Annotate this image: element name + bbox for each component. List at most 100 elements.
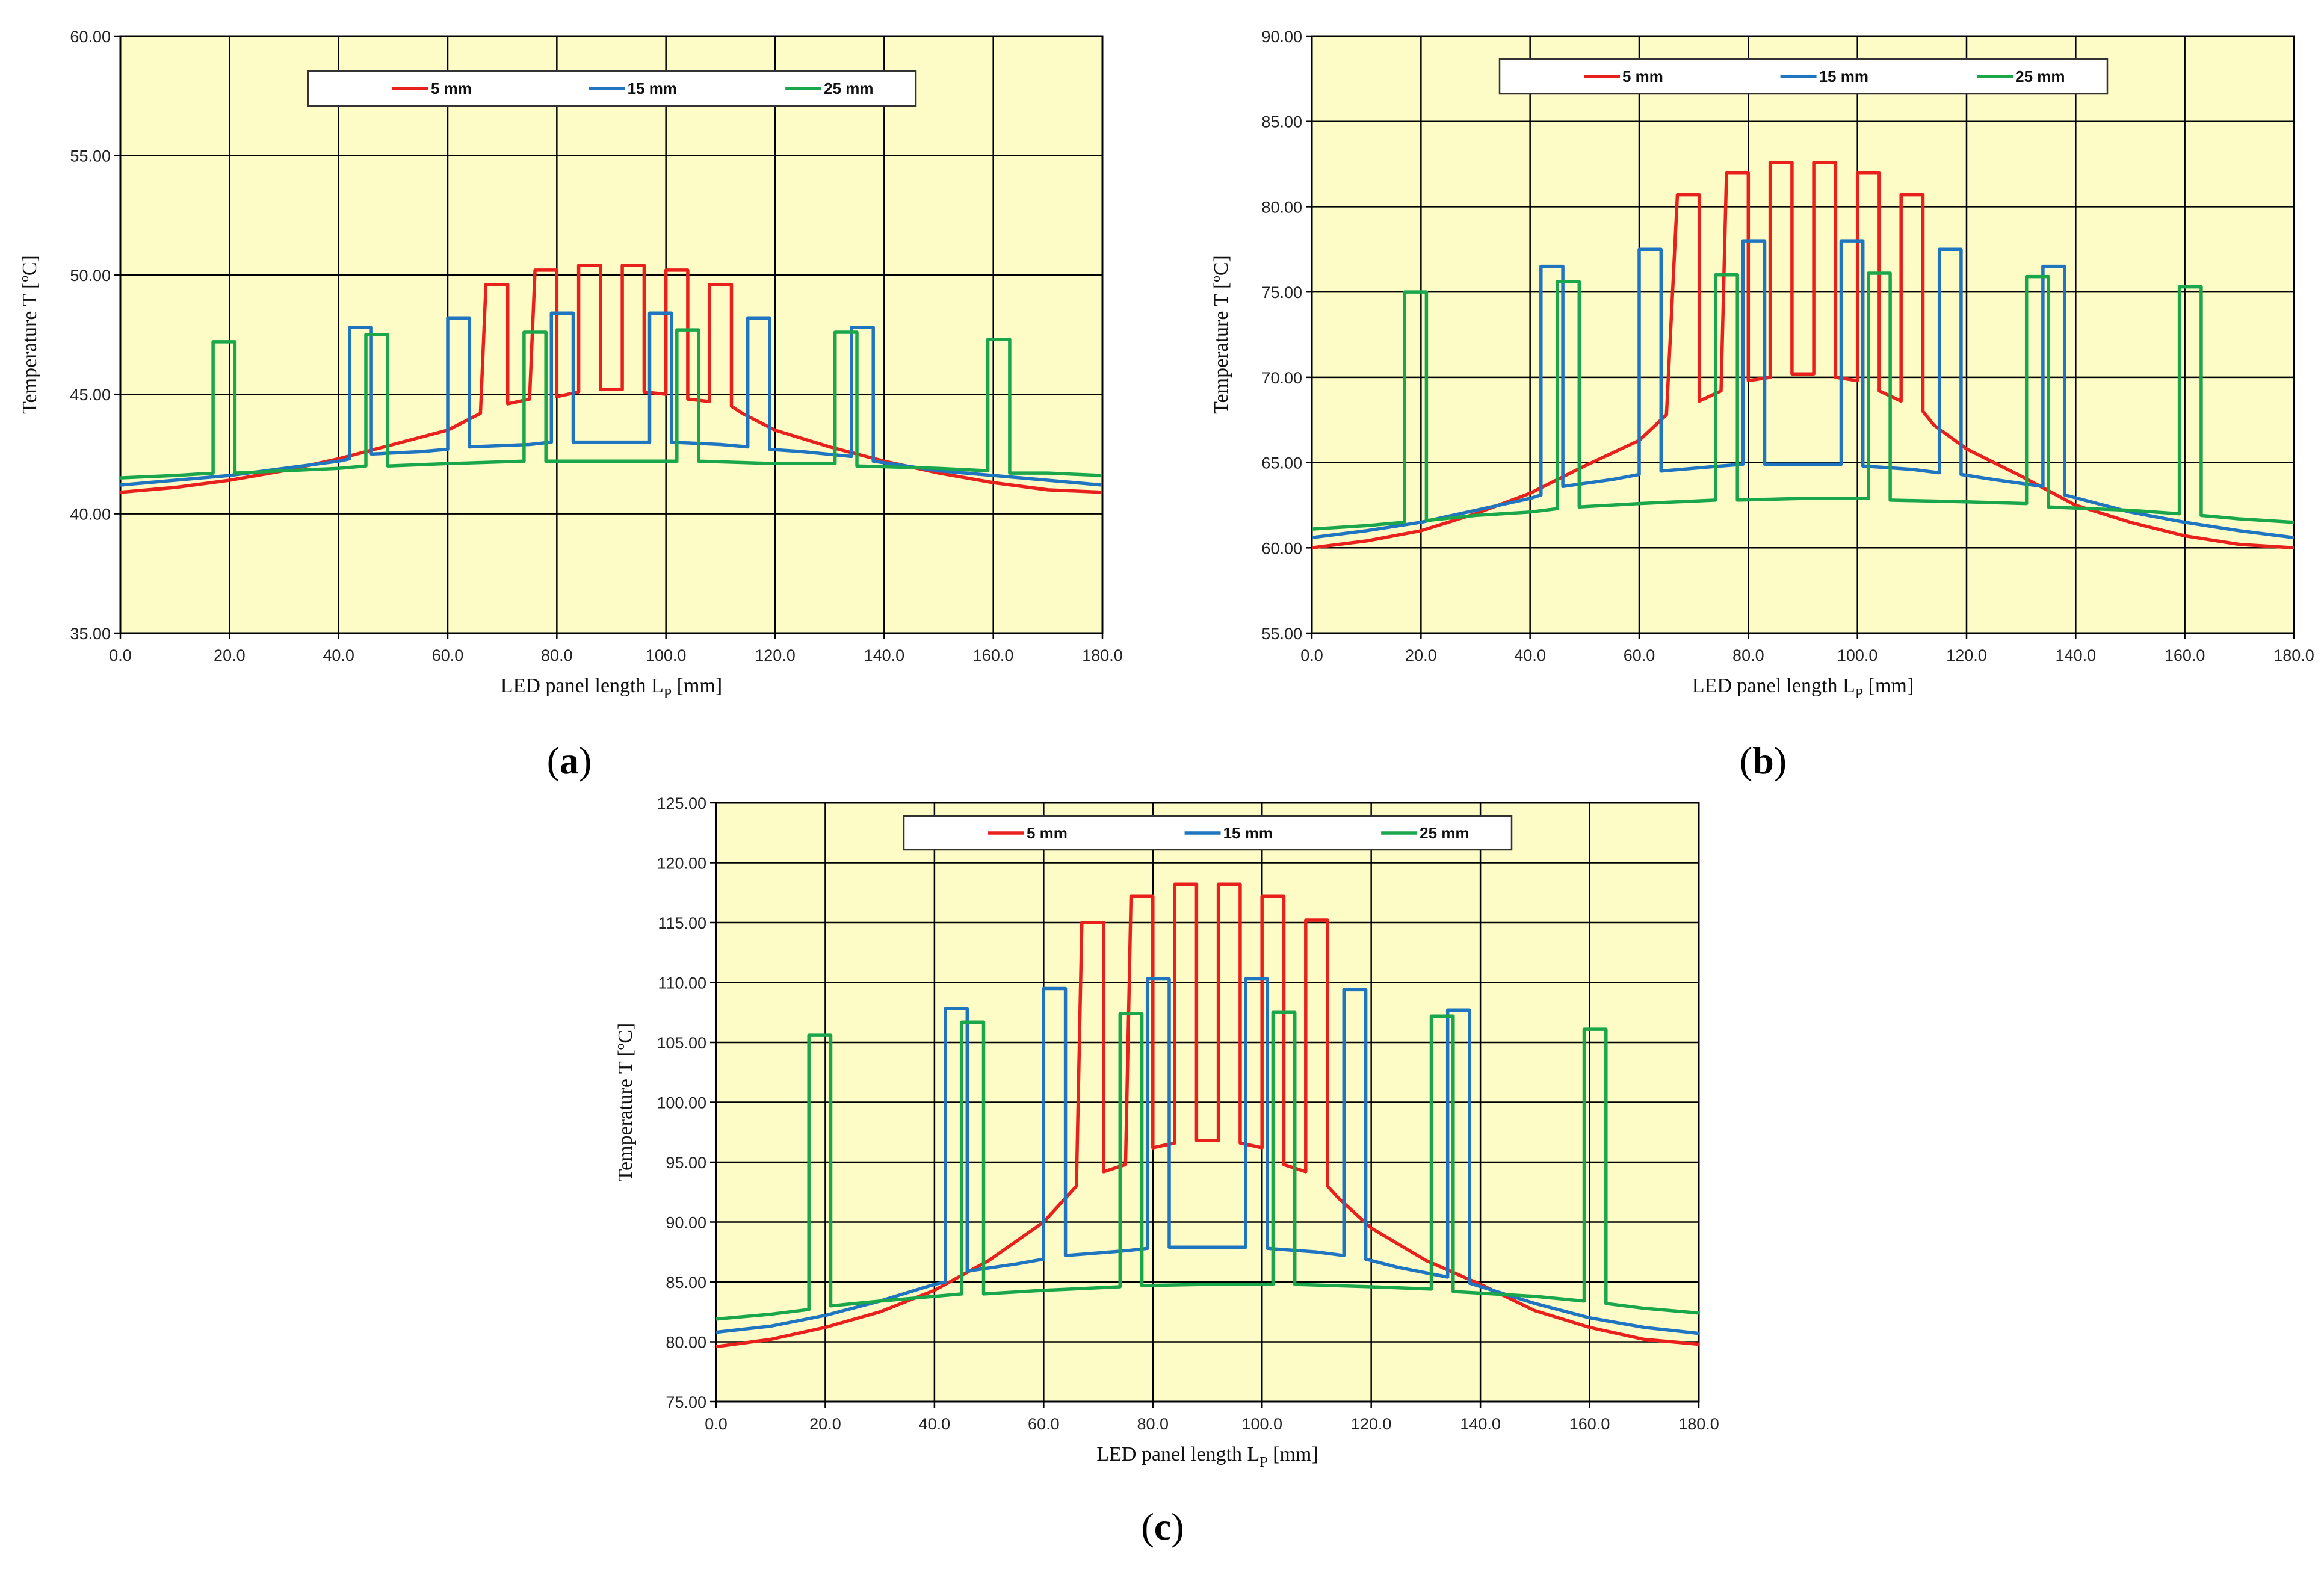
x-axis-title-subscript: P	[1259, 1455, 1267, 1470]
x-tick-label: 100.0	[1837, 646, 1878, 664]
legend-label: 15 mm	[1223, 824, 1273, 842]
y-tick-label: 95.00	[666, 1154, 706, 1172]
legend-label: 25 mm	[2015, 67, 2065, 85]
y-tick-label: 100.00	[657, 1094, 706, 1112]
y-tick-label: 90.00	[666, 1214, 706, 1232]
panel-label-open: (	[1141, 1505, 1154, 1548]
series-line-15-mm	[120, 311, 1102, 487]
y-tick-label: 90.00	[1261, 28, 1302, 46]
chart-panel-c: 0.0 20.0 40.0 60.0 80.0 100.0 120.0 140.0 160.0 1…	[614, 794, 1719, 1470]
series-line-25-mm	[1312, 271, 2294, 531]
x-axis-title: LED panel length LP [mm]	[501, 675, 722, 702]
x-tick-label: 0.0	[1300, 646, 1323, 664]
x-tick-label: 120.0	[755, 646, 796, 664]
panel-label-letter: a	[560, 739, 579, 782]
x-tick-label: 40.0	[919, 1415, 951, 1433]
y-tick-label: 55.00	[1261, 625, 1302, 643]
legend-label: 15 mm	[628, 79, 677, 97]
y-tick-label: 120.00	[657, 855, 706, 873]
x-axis-title-subscript: P	[1855, 686, 1863, 702]
x-axis-title-subscript: P	[664, 686, 672, 702]
x-tick-label: 100.0	[646, 646, 687, 664]
y-tick-label: 75.00	[1261, 283, 1302, 302]
x-tick-label: 80.0	[1137, 1415, 1169, 1433]
panel-label: (b)	[1740, 739, 1787, 782]
legend-label: 15 mm	[1819, 67, 1868, 85]
y-tick-label: 55.00	[70, 147, 111, 165]
y-tick-label: 115.00	[658, 914, 706, 932]
plot-border	[119, 35, 1104, 634]
x-tick-label: 20.0	[214, 646, 246, 664]
y-tick-label: 40.00	[70, 506, 111, 524]
y-tick-label: 50.00	[70, 267, 111, 285]
y-tick-label: 110.00	[658, 974, 706, 992]
x-tick-label: 120.0	[1351, 1415, 1392, 1433]
panel-label-letter: c	[1154, 1505, 1171, 1548]
x-axis-title-unit: [mm]	[1268, 1443, 1318, 1465]
series-line-15-mm	[716, 977, 1699, 1335]
x-tick-label: 140.0	[1460, 1415, 1501, 1433]
x-tick-label: 80.0	[1732, 646, 1764, 664]
y-tick-label: 60.00	[1261, 539, 1302, 557]
series-line-5-mm	[120, 264, 1102, 494]
series-line-15-mm	[1312, 239, 2294, 540]
x-tick-label: 60.0	[1624, 646, 1655, 664]
x-tick-label: 160.0	[2165, 646, 2205, 664]
x-tick-label: 80.0	[541, 646, 573, 664]
y-axis-title: Temperature T [ºC]	[19, 255, 41, 414]
legend-label: 25 mm	[824, 79, 873, 97]
panel-label-open: (	[1740, 739, 1752, 782]
x-tick-label: 140.0	[864, 646, 905, 664]
y-axis-title: Temperature T [ºC]	[1210, 255, 1232, 414]
x-axis-title-main: LED panel length L	[501, 675, 664, 697]
series-line-25-mm	[120, 328, 1102, 480]
x-axis-title-unit: [mm]	[1863, 675, 1914, 697]
x-axis-title: LED panel length LP [mm]	[1096, 1443, 1318, 1470]
panel-label-letter: b	[1752, 739, 1774, 782]
y-tick-label: 35.00	[70, 625, 111, 643]
legend-label: 5 mm	[1622, 67, 1663, 85]
x-axis-title-unit: [mm]	[672, 675, 722, 697]
panel-label-close: )	[579, 739, 592, 782]
plot-border	[1311, 35, 2295, 634]
series-line-5-mm	[716, 882, 1699, 1349]
x-tick-label: 180.0	[1082, 646, 1123, 664]
y-axis-title: Temperature T [ºC]	[614, 1023, 637, 1182]
panel-label-close: )	[1774, 739, 1787, 782]
series-line-5-mm	[1312, 160, 2294, 550]
plot-area	[1312, 36, 2294, 633]
y-tick-label: 105.00	[657, 1034, 706, 1052]
x-tick-label: 160.0	[973, 646, 1014, 664]
x-axis-title: LED panel length LP [mm]	[1692, 675, 1914, 702]
y-tick-label: 85.00	[1261, 113, 1302, 131]
x-tick-label: 120.0	[1946, 646, 1987, 664]
y-tick-label: 45.00	[70, 386, 111, 404]
x-tick-label: 40.0	[323, 646, 354, 664]
y-tick-label: 125.00	[657, 794, 706, 812]
legend-label: 5 mm	[431, 79, 472, 97]
x-tick-label: 20.0	[809, 1415, 841, 1433]
y-tick-label: 70.00	[1261, 369, 1302, 387]
x-tick-label: 60.0	[1028, 1415, 1060, 1433]
x-tick-label: 160.0	[1569, 1415, 1610, 1433]
x-tick-label: 40.0	[1514, 646, 1546, 664]
y-tick-label: 75.00	[666, 1393, 706, 1411]
panel-label-close: )	[1171, 1505, 1184, 1548]
y-tick-label: 60.00	[70, 28, 111, 46]
x-tick-label: 180.0	[2273, 646, 2314, 664]
y-tick-label: 80.00	[1261, 198, 1302, 216]
x-axis-title-main: LED panel length L	[1692, 675, 1855, 697]
x-tick-label: 100.0	[1241, 1415, 1282, 1433]
y-tick-label: 80.00	[666, 1334, 706, 1352]
series-line-25-mm	[716, 1010, 1699, 1321]
y-tick-label: 65.00	[1261, 454, 1302, 472]
x-axis-title-main: LED panel length L	[1096, 1443, 1259, 1465]
plot-area	[120, 36, 1102, 633]
panel-label: (c)	[1141, 1505, 1184, 1548]
chart-panel-b: 0.0 20.0 40.0 60.0 80.0 100.0 120.0 140.0 160.0 1…	[1210, 28, 2314, 702]
x-tick-label: 140.0	[2056, 646, 2097, 664]
x-tick-label: 60.0	[432, 646, 464, 664]
panel-label: (a)	[547, 739, 592, 782]
y-tick-label: 85.00	[666, 1273, 706, 1292]
